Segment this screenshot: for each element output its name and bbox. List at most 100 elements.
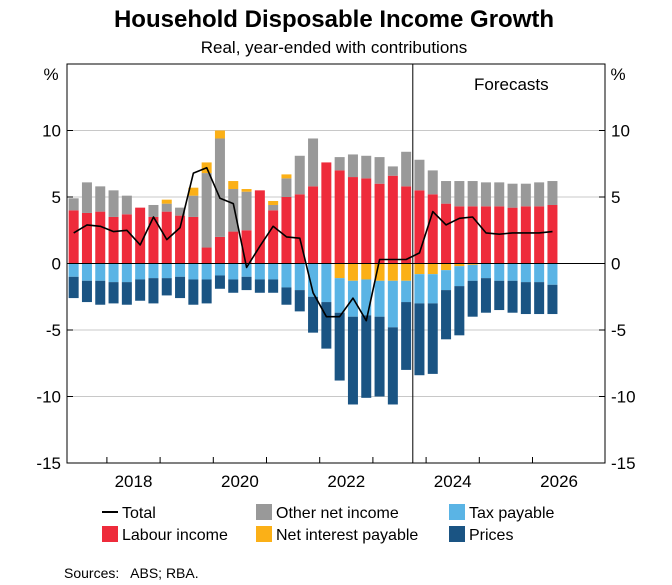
y-tick-label-right: 0 xyxy=(611,255,620,274)
bar-other-net-income xyxy=(335,157,345,170)
bar-tax-payable xyxy=(454,266,464,286)
bar-other-net-income xyxy=(69,198,79,210)
bar-labour-income xyxy=(481,206,491,263)
legend-label: Total xyxy=(122,505,156,522)
legend-label: Other net income xyxy=(276,505,399,522)
bar-net-interest-payable xyxy=(281,174,291,178)
bar-tax-payable xyxy=(175,264,185,277)
bar-tax-payable xyxy=(335,278,345,313)
bar-prices xyxy=(175,277,185,298)
bar-other-net-income xyxy=(468,181,478,206)
bar-tax-payable xyxy=(122,264,132,283)
bar-other-net-income xyxy=(95,186,105,211)
bar-tax-payable xyxy=(202,264,212,280)
bar-prices xyxy=(335,313,345,381)
bar-tax-payable xyxy=(148,264,158,279)
bar-net-interest-payable xyxy=(388,264,398,281)
bar-net-interest-payable xyxy=(414,264,424,275)
chart-subtitle: Real, year-ended with contributions xyxy=(201,38,467,57)
y-tick-label-right: -15 xyxy=(611,454,636,473)
bar-labour-income xyxy=(82,213,92,264)
bar-labour-income xyxy=(175,216,185,264)
bar-labour-income xyxy=(388,176,398,264)
x-tick-label: 2024 xyxy=(434,472,472,491)
bar-prices xyxy=(215,275,225,288)
bar-tax-payable xyxy=(82,264,92,281)
y-tick-label-left: 0 xyxy=(52,255,61,274)
legend-swatch-tax-payable xyxy=(449,504,465,520)
bar-other-net-income xyxy=(202,173,212,247)
bar-labour-income xyxy=(188,217,198,264)
y-tick-label-right: 10 xyxy=(611,122,630,141)
bar-prices xyxy=(494,281,504,310)
bar-prices xyxy=(281,287,291,304)
bar-prices xyxy=(428,303,438,373)
bar-prices xyxy=(148,278,158,303)
bar-prices xyxy=(348,317,358,405)
bar-other-net-income xyxy=(215,138,225,236)
bar-tax-payable xyxy=(188,264,198,280)
bar-other-net-income xyxy=(268,205,278,210)
bar-tax-payable xyxy=(215,264,225,276)
bar-tax-payable xyxy=(521,264,531,283)
bar-tax-payable xyxy=(388,281,398,328)
bar-other-net-income xyxy=(388,166,398,175)
bar-net-interest-payable xyxy=(228,181,238,189)
bar-labour-income xyxy=(335,170,345,263)
bar-prices xyxy=(388,327,398,404)
bar-labour-income xyxy=(202,248,212,264)
bar-prices xyxy=(202,279,212,303)
bar-other-net-income xyxy=(242,192,252,231)
bar-tax-payable xyxy=(401,281,411,302)
bar-labour-income xyxy=(401,186,411,263)
bar-prices xyxy=(534,282,544,314)
bar-tax-payable xyxy=(547,264,557,285)
bar-prices xyxy=(69,277,79,298)
bar-labour-income xyxy=(109,217,119,264)
legend-label: Net interest payable xyxy=(276,527,418,544)
bar-other-net-income xyxy=(188,196,198,217)
bar-prices xyxy=(295,290,305,311)
bar-labour-income xyxy=(321,162,331,263)
bar-net-interest-payable xyxy=(335,264,345,279)
bar-net-interest-payable xyxy=(348,264,358,281)
bar-net-interest-payable xyxy=(428,264,438,275)
bar-prices xyxy=(361,315,371,397)
y-tick-label-right: 5 xyxy=(611,188,620,207)
source-note: Sources: ABS; RBA. xyxy=(64,565,199,581)
bar-tax-payable xyxy=(69,264,79,277)
bar-tax-payable xyxy=(255,264,265,280)
y-tick-label-left: -15 xyxy=(36,454,61,473)
bar-labour-income xyxy=(162,212,172,264)
bar-labour-income xyxy=(308,186,318,263)
bar-prices xyxy=(547,285,557,314)
bar-net-interest-payable xyxy=(268,201,278,205)
bar-tax-payable xyxy=(109,264,119,283)
bar-prices xyxy=(109,282,119,303)
legend-swatch-other-net-income xyxy=(256,504,272,520)
bar-labour-income xyxy=(268,210,278,263)
bar-tax-payable xyxy=(295,264,305,291)
bar-tax-payable xyxy=(534,264,544,283)
bar-other-net-income xyxy=(534,182,544,206)
y-tick-label-right: -10 xyxy=(611,388,636,407)
bar-other-net-income xyxy=(109,190,119,217)
bar-prices xyxy=(255,279,265,292)
bar-labour-income xyxy=(348,177,358,263)
y-tick-label-left: -5 xyxy=(46,321,61,340)
bar-prices xyxy=(508,281,518,313)
x-tick-label: 2022 xyxy=(327,472,365,491)
bar-net-interest-payable xyxy=(441,264,451,271)
bar-labour-income xyxy=(69,210,79,263)
bar-other-net-income xyxy=(521,184,531,207)
bar-prices xyxy=(188,279,198,304)
bar-prices xyxy=(481,278,491,313)
x-tick-label: 2018 xyxy=(115,472,153,491)
bar-tax-payable xyxy=(228,264,238,280)
legend-label: Tax payable xyxy=(469,505,554,522)
bar-labour-income xyxy=(135,208,145,264)
bar-labour-income xyxy=(281,197,291,264)
legend: Total Other net income Tax payable Labour i… xyxy=(102,504,554,544)
bar-other-net-income xyxy=(281,178,291,197)
